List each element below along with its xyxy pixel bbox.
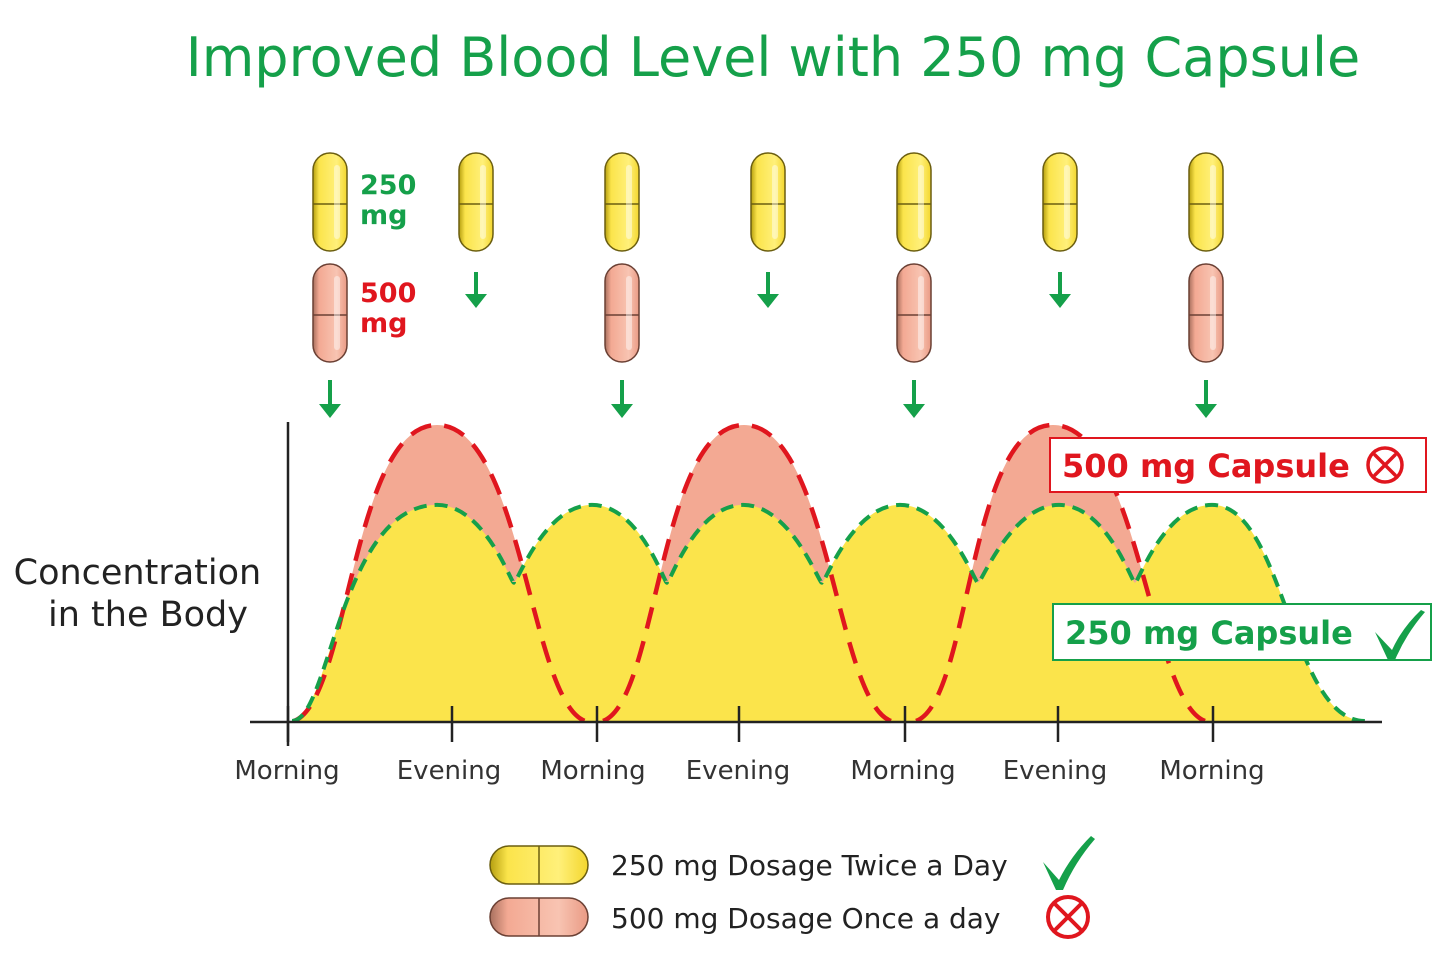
dose-arrows bbox=[319, 272, 1217, 418]
x-tick-label: Morning bbox=[234, 756, 339, 786]
capsule-250mg-icon bbox=[750, 152, 786, 252]
legend: 250 mg Dosage Twice a Day 500 mg Dosage … bbox=[489, 836, 1095, 939]
callout-250-label: 250 mg Capsule bbox=[1065, 614, 1353, 652]
capsule-250mg-icon bbox=[1042, 152, 1078, 252]
series-line-250mg bbox=[291, 502, 1366, 723]
callout-250-box bbox=[1052, 603, 1432, 661]
legend-item-500: 500 mg Dosage Once a day bbox=[489, 895, 1090, 939]
callout-500: 500 mg Capsule bbox=[1049, 437, 1427, 493]
capsule-row bbox=[312, 152, 1224, 363]
capsule-250mg-icon bbox=[458, 152, 494, 252]
callout-500-label: 500 mg Capsule bbox=[1062, 447, 1350, 485]
area-250mg bbox=[292, 504, 1365, 721]
plot-area bbox=[291, 422, 1366, 724]
capsule-250mg-icon bbox=[312, 152, 348, 252]
capsule-250mg-icon bbox=[604, 152, 640, 252]
down-arrow-icon bbox=[757, 272, 779, 308]
legend-label-250: 250 mg Dosage Twice a Day bbox=[611, 849, 1008, 882]
down-arrow-icon bbox=[1049, 272, 1071, 308]
chart-title: Improved Blood Level with 250 mg Capsule bbox=[186, 26, 1360, 89]
legend-label-500: 500 mg Dosage Once a day bbox=[611, 902, 1001, 935]
callout-500-box bbox=[1049, 437, 1427, 493]
x-ticks: Morning Evening Morning Evening Morning Eveni… bbox=[234, 706, 1265, 786]
cross-circle-icon bbox=[1046, 895, 1090, 939]
x-tick-label: Evening bbox=[1003, 756, 1108, 786]
check-icon bbox=[1375, 610, 1425, 660]
x-tick-label: Morning bbox=[850, 756, 955, 786]
capsule-250mg-icon bbox=[896, 152, 932, 252]
down-arrow-icon bbox=[611, 380, 633, 418]
capsule-500mg-icon bbox=[1188, 263, 1224, 363]
capsule-500mg-icon bbox=[312, 263, 348, 363]
down-arrow-icon bbox=[1195, 380, 1217, 418]
legend-item-250: 250 mg Dosage Twice a Day bbox=[489, 836, 1095, 890]
x-tick-label: Morning bbox=[540, 756, 645, 786]
series-line-500mg bbox=[292, 422, 1206, 724]
y-axis-label: Concentration in the Body bbox=[14, 553, 273, 635]
x-tick-label: Evening bbox=[686, 756, 791, 786]
down-arrow-icon bbox=[319, 380, 341, 418]
down-arrow-icon bbox=[903, 380, 925, 418]
pill-label-500: 500 mg bbox=[360, 278, 426, 339]
callout-250: 250 mg Capsule bbox=[1052, 603, 1432, 661]
pill-label-250: 250 mg bbox=[360, 170, 426, 231]
down-arrow-icon bbox=[465, 272, 487, 308]
x-tick-label: Evening bbox=[397, 756, 502, 786]
capsule-250mg-icon bbox=[1188, 152, 1224, 252]
check-icon bbox=[1043, 836, 1095, 890]
cross-circle-icon bbox=[1366, 446, 1404, 484]
capsule-500mg-icon bbox=[604, 263, 640, 363]
capsule-500mg-icon bbox=[896, 263, 932, 363]
x-tick-label: Morning bbox=[1159, 756, 1264, 786]
